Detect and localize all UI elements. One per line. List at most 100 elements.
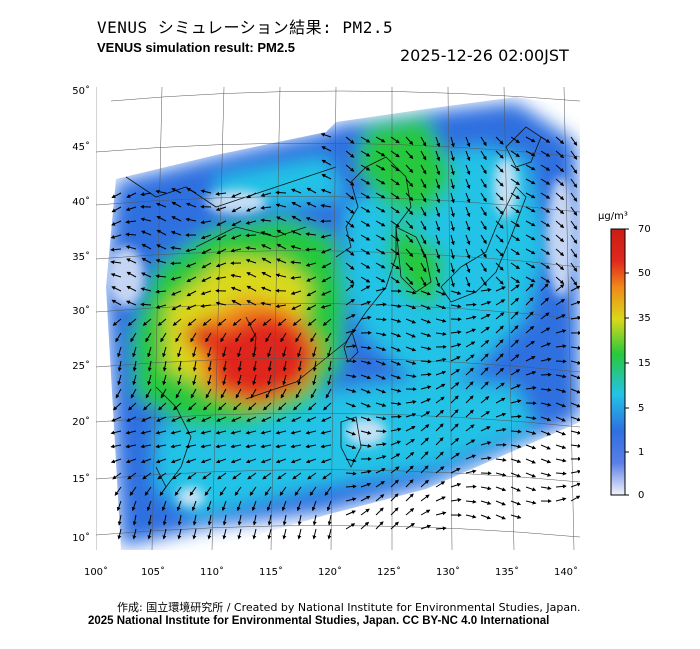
wind-arrow [131, 500, 137, 512]
wind-arrow [495, 472, 507, 477]
wind-arrow [310, 332, 317, 343]
wind-arrow [200, 444, 212, 449]
wind-arrow [147, 374, 152, 386]
wind-arrow [264, 486, 272, 496]
wind-arrow [345, 136, 355, 144]
lon-label: 125˚ [376, 567, 402, 578]
wind-arrow [345, 402, 357, 408]
wind-arrow [276, 229, 287, 236]
wind-arrow [390, 192, 400, 200]
wind-arrow [305, 444, 317, 449]
wind-arrow [420, 372, 432, 377]
wind-arrow [375, 507, 384, 516]
wind-arrow [450, 356, 461, 362]
wind-arrow [320, 304, 332, 309]
wind-arrow [252, 514, 257, 526]
wind-arrow [375, 234, 386, 241]
wind-arrow [280, 388, 287, 399]
wind-arrow [192, 374, 197, 386]
wind-arrow [375, 206, 386, 213]
wind-arrow [237, 346, 242, 358]
wind-arrow [326, 500, 332, 512]
wind-arrow [435, 262, 441, 274]
wind-arrow [570, 206, 578, 216]
wind-arrow [250, 332, 257, 343]
wind-arrow [465, 234, 471, 246]
wind-arrow [555, 150, 565, 159]
wind-arrow [175, 332, 182, 343]
wind-arrow [495, 486, 507, 492]
wind-arrow [510, 444, 522, 449]
wind-arrow [390, 401, 402, 406]
wind-arrow [540, 178, 551, 185]
wind-arrow [570, 482, 580, 488]
wind-arrow [360, 430, 372, 435]
wind-arrow [570, 430, 580, 435]
wind-arrow [495, 397, 506, 404]
wind-arrow [275, 273, 287, 278]
wind-arrow [345, 276, 355, 284]
lat-label: 10˚ [72, 533, 90, 544]
wind-arrow [312, 374, 317, 386]
wind-arrow [202, 318, 212, 326]
wind-arrow [525, 486, 537, 492]
wind-arrow [375, 494, 385, 502]
wind-arrow [555, 136, 565, 145]
wind-arrow [246, 272, 257, 278]
wind-arrow [306, 202, 317, 208]
wind-arrow [222, 360, 227, 372]
wind-arrow [465, 136, 471, 148]
wind-arrow [321, 276, 332, 283]
wind-arrow [187, 472, 197, 480]
wind-arrow [215, 458, 227, 464]
wind-arrow [215, 301, 227, 306]
wind-arrow [495, 367, 504, 376]
wind-arrow [155, 430, 167, 435]
wind-arrow [252, 374, 257, 386]
wind-arrow [202, 472, 212, 480]
wind-arrow [125, 444, 137, 449]
wind-arrow [185, 217, 197, 222]
wind-arrow [555, 344, 567, 349]
wind-arrow [360, 276, 371, 283]
wind-arrow [282, 360, 287, 372]
wind-arrow [218, 402, 227, 411]
wind-arrow [390, 150, 400, 158]
wind-arrow [435, 304, 447, 310]
wind-arrow [237, 360, 242, 372]
wind-arrow [192, 360, 197, 372]
wind-arrow [525, 386, 537, 390]
wind-arrow [161, 500, 167, 512]
wind-arrow [510, 276, 520, 284]
wind-arrow [435, 318, 447, 323]
wind-arrow [570, 248, 578, 258]
wind-arrow [435, 290, 446, 296]
wind-arrow [375, 262, 386, 269]
wind-arrow [390, 427, 402, 432]
wind-arrow [204, 486, 212, 496]
wind-arrow [555, 497, 567, 502]
wind-arrow [132, 374, 137, 386]
wind-arrow [555, 484, 567, 489]
wind-arrow [260, 458, 272, 464]
wind-arrow [525, 248, 536, 255]
wind-arrow [450, 290, 462, 295]
wind-arrow [405, 150, 414, 159]
wind-arrow [215, 444, 227, 449]
wind-arrow [345, 178, 355, 186]
wind-arrow [141, 230, 152, 236]
wind-arrow [435, 150, 441, 162]
wind-arrow [465, 499, 477, 504]
wind-arrow [222, 374, 227, 386]
wind-arrow [465, 514, 477, 519]
map-canvas [96, 87, 580, 550]
wind-arrow [157, 472, 167, 480]
wind-arrow [405, 234, 414, 243]
wind-arrow [540, 164, 551, 171]
wind-arrow [311, 500, 317, 512]
wind-arrow [405, 412, 417, 418]
wind-arrow [360, 482, 372, 488]
wind-arrow [155, 304, 167, 309]
wind-arrow [510, 369, 521, 376]
wind-arrow [280, 332, 287, 343]
